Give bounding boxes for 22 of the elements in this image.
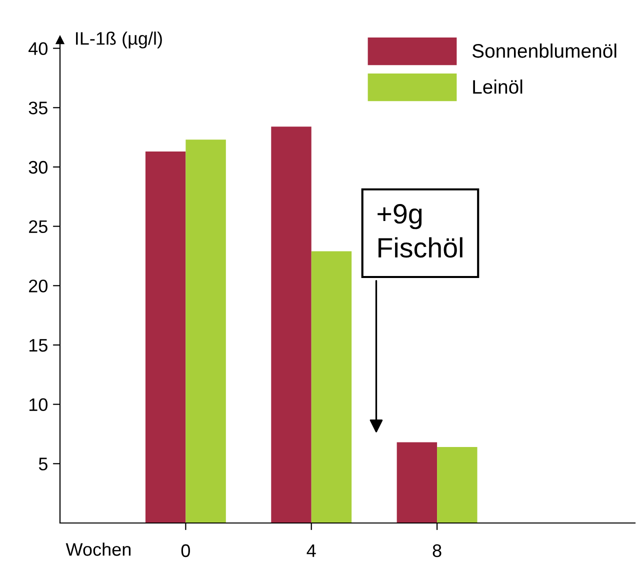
legend-label: Sonnenblumenöl	[472, 44, 616, 58]
x-axis-title: Wochen	[66, 542, 130, 556]
y-tick-label: 5	[38, 458, 48, 470]
x-tick-label: 8	[432, 544, 442, 558]
bar	[145, 152, 186, 523]
bar	[396, 442, 438, 523]
y-tick-label: 30	[28, 160, 48, 174]
annotation: +9g Fischöl	[378, 204, 462, 258]
y-tick-label: 10	[29, 398, 48, 412]
x-tick-label: 0	[181, 544, 190, 558]
y-tick-label: 35	[28, 102, 48, 114]
y-tick-label: 20	[29, 280, 48, 292]
y-tick-label: 15	[29, 339, 48, 352]
y-tick-label: 25	[29, 220, 48, 234]
legend-label: Leinöl	[473, 80, 522, 94]
bar	[271, 126, 312, 523]
bar	[186, 140, 226, 523]
y-axis-title: IL-1ß (µg/l)	[76, 32, 162, 48]
bar	[311, 251, 352, 523]
x-tick-label: 4	[306, 544, 316, 557]
bar	[437, 447, 478, 523]
y-tick-label: 40	[28, 42, 48, 56]
